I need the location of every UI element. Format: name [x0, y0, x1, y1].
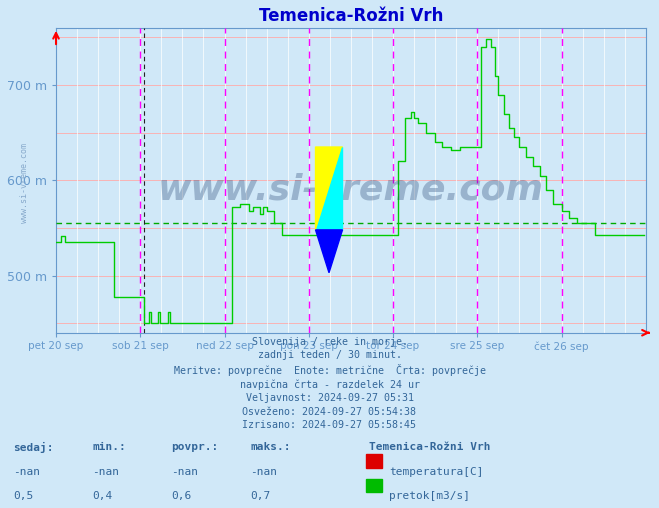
Polygon shape [316, 147, 343, 230]
Bar [366, 479, 382, 492]
Text: temperatura[C]: temperatura[C] [389, 466, 483, 477]
Text: pretok[m3/s]: pretok[m3/s] [389, 491, 470, 501]
Text: -nan: -nan [171, 466, 198, 477]
Text: min.:: min.: [92, 442, 126, 452]
Text: 0,7: 0,7 [250, 491, 271, 501]
Polygon shape [316, 230, 343, 273]
Text: 0,5: 0,5 [13, 491, 34, 501]
Text: 0,6: 0,6 [171, 491, 192, 501]
Text: -nan: -nan [92, 466, 119, 477]
Text: sedaj:: sedaj: [13, 442, 53, 454]
Text: -nan: -nan [13, 466, 40, 477]
Text: Slovenija / reke in morje.
zadnji teden / 30 minut.
Meritve: povprečne  Enote: m: Slovenija / reke in morje. zadnji teden … [173, 337, 486, 430]
Text: Temenica-Rožni Vrh: Temenica-Rožni Vrh [369, 442, 490, 452]
Bar [366, 455, 382, 468]
Text: www.si-vreme.com: www.si-vreme.com [20, 143, 29, 223]
Title: Temenica-Rožni Vrh: Temenica-Rožni Vrh [259, 7, 443, 25]
Text: povpr.:: povpr.: [171, 442, 219, 452]
Text: -nan: -nan [250, 466, 277, 477]
Text: 0,4: 0,4 [92, 491, 113, 501]
Text: www.si-vreme.com: www.si-vreme.com [158, 173, 544, 206]
Polygon shape [316, 147, 343, 230]
Text: maks.:: maks.: [250, 442, 291, 452]
